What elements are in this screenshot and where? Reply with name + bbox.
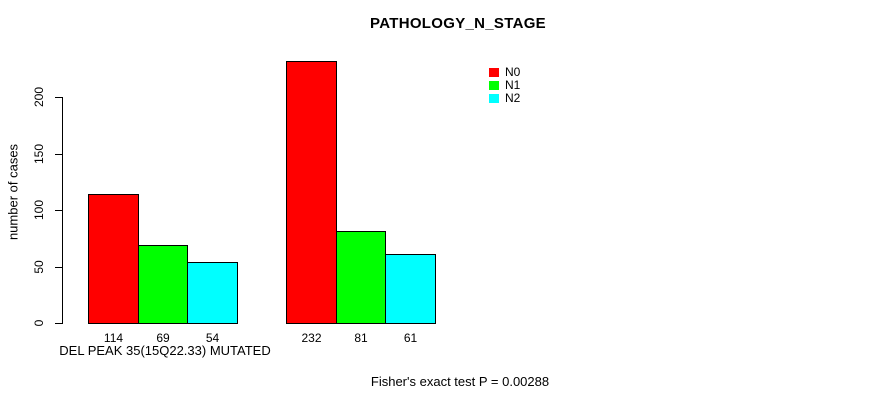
bar-n0-group2 [286,61,337,324]
bar-value-label: 81 [354,331,368,345]
bar-value-label: 114 [103,331,124,345]
legend-swatch-icon [489,81,499,90]
legend-swatch-icon [489,94,499,103]
y-tick-mark [55,97,62,98]
y-tick-mark [55,154,62,155]
y-tick-label: 200 [32,86,46,108]
y-axis-title: number of cases [5,143,21,241]
y-axis-line [62,97,63,324]
legend-item-n0: N0 [489,66,520,79]
legend-item-n2: N2 [489,92,520,105]
x-category-label: DEL PEAK 35(15Q22.33) MUTATED [59,343,271,358]
bar-value-label: 61 [403,331,418,345]
y-tick-mark [55,323,62,324]
y-tick-label: 150 [32,143,46,165]
bar-n1-group2 [336,231,386,324]
bar-n1-group1 [138,245,188,324]
legend-label: N2 [505,91,521,105]
bar-value-label: 54 [205,331,220,345]
legend-item-n1: N1 [489,79,520,92]
bar-value-label: 69 [156,331,170,345]
legend: N0 N1 N2 [489,66,520,105]
stat-test-caption: Fisher's exact test P = 0.00288 [370,374,550,389]
chart-title: PATHOLOGY_N_STAGE [370,15,546,32]
y-tick-label: 50 [32,260,46,274]
legend-label: N1 [505,78,521,92]
y-tick-mark [55,210,62,211]
legend-swatch-icon [489,68,499,77]
y-tick-label: 100 [32,199,46,221]
y-tick-label: 0 [32,319,46,327]
y-tick-mark [55,267,62,268]
legend-label: N0 [505,65,521,79]
bar-n2-group2 [385,254,436,324]
bar-n0-group1 [88,194,139,324]
bar-n2-group1 [187,262,238,324]
bar-value-label: 232 [301,331,322,345]
